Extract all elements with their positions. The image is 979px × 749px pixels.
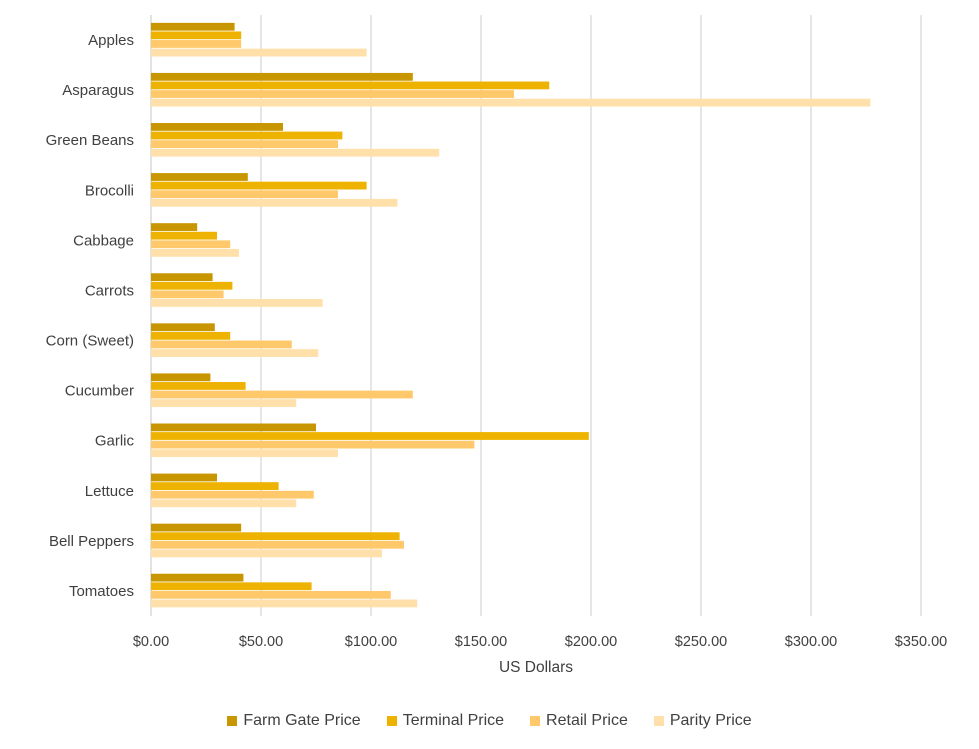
bar-parity-price [151,399,297,408]
x-tick-label: $350.00 [895,634,947,650]
gridlines [150,15,922,616]
bar-parity-price [151,248,239,257]
bar-farm-gate-price [151,573,244,582]
category-label: Asparagus [62,82,134,99]
legend-item: Terminal Price [386,712,505,730]
bar-retail-price [151,340,292,349]
legend-swatch [227,716,238,726]
bar-farm-gate-price [151,523,242,532]
bar-terminal-price [151,181,367,190]
bar-farm-gate-price [151,173,248,181]
legend-label: Retail Price [546,712,628,729]
bar-retail-price [151,40,242,48]
legend-label: Parity Price [669,712,752,729]
x-tick-label: $250.00 [675,634,727,650]
bar-parity-price [151,349,319,357]
bar-farm-gate-price [151,72,413,81]
bar-farm-gate-price [151,22,235,31]
bar-retail-price [151,240,231,249]
bar-parity-price [151,599,418,608]
bar-retail-price [151,90,514,98]
bar-retail-price [151,490,314,499]
legend-label: Terminal Price [402,712,505,729]
legend: Farm Gate Price Terminal Price Retail Pric… [0,712,979,730]
bar-farm-gate-price [151,323,215,332]
bar-terminal-price [151,31,242,40]
legend-label: Farm Gate Price [243,712,361,729]
x-tick-label: $300.00 [785,634,837,650]
bar-parity-price [151,98,871,107]
bar-farm-gate-price [151,423,316,432]
bar-terminal-price [151,532,400,541]
category-label: Carrots [85,282,134,299]
x-tick-label: $100.00 [345,634,397,650]
legend-swatch [653,716,664,726]
bar-terminal-price [151,281,233,290]
category-label: Brocolli [85,182,134,199]
category-label: Apples [88,32,134,49]
category-label: Cabbage [73,232,134,249]
bar-farm-gate-price [151,373,211,382]
x-tick-label: $50.00 [239,634,283,650]
bar-parity-price [151,499,297,508]
bar-parity-price [151,48,367,57]
bar-parity-price [151,299,323,307]
category-label: Lettuce [85,483,134,500]
bar-farm-gate-price [151,273,213,282]
category-label: Green Beans [46,132,134,149]
legend-swatch [530,716,541,726]
bar-parity-price [151,198,398,207]
bar-retail-price [151,140,338,149]
bar-terminal-price [151,331,231,340]
x-tick-label: $0.00 [133,634,169,650]
bar-retail-price [151,590,391,599]
legend-item: Retail Price [530,712,628,730]
bar-parity-price [151,148,440,157]
bar-terminal-price [151,582,312,591]
bar-terminal-price [151,432,589,440]
x-axis-title: US Dollars [499,659,573,676]
category-label: Tomatoes [69,583,134,600]
legend-item: Farm Gate Price [227,712,361,730]
bar-retail-price [151,440,475,449]
bar-farm-gate-price [151,223,198,231]
bar-terminal-price [151,81,550,90]
category-label: Cucumber [65,383,134,400]
category-label: Garlic [95,433,135,450]
bar-farm-gate-price [151,473,217,482]
category-labels: Apples Asparagus Green Beans Brocolli Cabbag… [46,32,135,600]
bar-parity-price [151,549,382,558]
x-tick-label: $200.00 [565,634,617,650]
bar-terminal-price [151,131,343,140]
legend-item: Parity Price [653,712,752,730]
bar-terminal-price [151,382,246,390]
x-tick-labels: $0.00 $50.00 $100.00 $150.00 $200.00 $250.00 $… [133,634,947,650]
bar-retail-price [151,390,413,399]
bar-retail-price [151,190,338,199]
category-label: Corn (Sweet) [46,333,134,350]
bar-farm-gate-price [151,123,283,131]
bar-parity-price [151,449,338,458]
x-tick-label: $150.00 [455,634,507,650]
bar-terminal-price [151,231,217,240]
category-label: Bell Peppers [49,533,134,550]
bar-retail-price [151,290,224,299]
legend-swatch [386,716,397,726]
bar-chart: Apples Asparagus Green Beans Brocolli Cabbag… [46,15,947,676]
bar-retail-price [151,540,404,549]
bars [151,22,871,608]
bar-terminal-price [151,482,279,490]
